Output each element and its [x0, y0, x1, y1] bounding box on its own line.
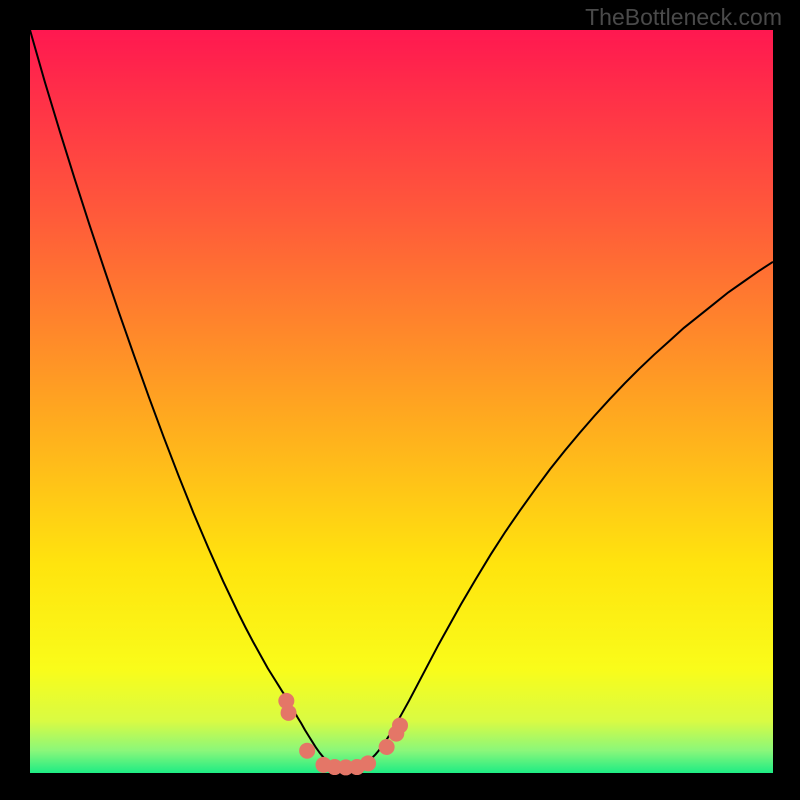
chart-svg	[30, 30, 773, 773]
curve-marker	[392, 717, 408, 733]
curve-marker	[379, 739, 395, 755]
curve-marker	[360, 755, 376, 771]
curve-marker	[281, 705, 297, 721]
curve-marker	[299, 743, 315, 759]
bottleneck-curve	[30, 30, 773, 769]
curve-markers	[278, 693, 408, 776]
watermark-text: TheBottleneck.com	[585, 4, 782, 31]
plot-gradient-background	[30, 30, 773, 773]
